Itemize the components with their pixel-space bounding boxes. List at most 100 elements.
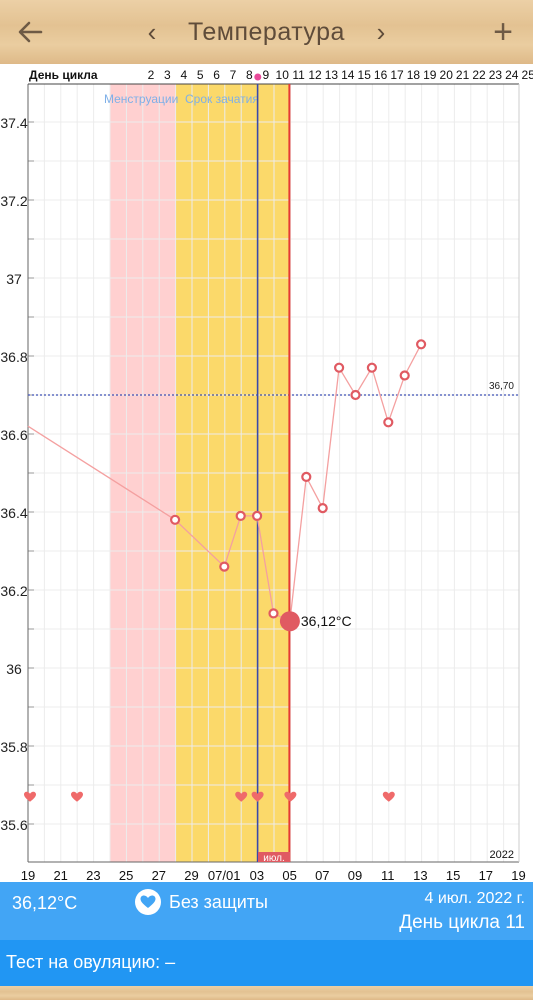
- cycle-day-number: 14: [341, 68, 355, 82]
- cycle-day-number: 9: [262, 68, 269, 82]
- cycle-day-number: 22: [472, 68, 486, 82]
- selected-cycle-day: День цикла 11: [399, 912, 525, 933]
- cycle-day-number: 25: [522, 68, 533, 82]
- y-tick-label: 35.6: [0, 817, 27, 833]
- x-date-label: 05: [282, 868, 296, 882]
- x-date-label: 07: [315, 868, 329, 882]
- x-date-label: 03: [250, 868, 264, 882]
- current-temperature-point[interactable]: [279, 611, 300, 632]
- plus-icon: +: [493, 12, 513, 51]
- y-tick-label: 37.2: [0, 193, 27, 209]
- temperature-point[interactable]: [383, 417, 394, 428]
- heart-marker-icon: [235, 791, 248, 802]
- arrow-left-icon: [18, 21, 43, 43]
- temperature-chart[interactable]: День цикла 2 3 4 5 6 7 8 9 10 11 12 13 14 15 16 17 18 19 20…: [0, 64, 533, 882]
- app-header: ‹ Температура › +: [0, 0, 533, 64]
- cycle-day-number: 23: [489, 68, 503, 82]
- heart-marker-icon: [71, 791, 83, 802]
- title-bar: ‹ Температура ›: [140, 10, 393, 54]
- temperature-point[interactable]: [399, 370, 410, 381]
- ovulation-test-label: Тест на овуляцию: –: [6, 952, 176, 972]
- x-date-label: 21: [53, 868, 67, 882]
- coverline-label: 36,70: [489, 381, 514, 392]
- cycle-day-number: 15: [358, 68, 372, 82]
- current-temperature-label: 36,12°C: [301, 613, 352, 629]
- temperature-point[interactable]: [301, 471, 312, 482]
- x-date-label: 11: [381, 868, 395, 882]
- cycle-day-number: 3: [164, 68, 171, 82]
- ovulation-test-bar[interactable]: Тест на овуляцию: –: [0, 940, 533, 986]
- bottom-strip: [0, 986, 533, 1000]
- x-date-label: 07/01: [208, 868, 241, 882]
- y-tick-label: 36.2: [0, 583, 27, 599]
- cycle-day-label: День цикла: [29, 68, 98, 82]
- y-tick-label: 36.4: [0, 505, 27, 521]
- x-date-label: 13: [413, 868, 427, 882]
- month-label: июл.: [263, 853, 284, 864]
- y-tick-label: 37.4: [0, 115, 27, 131]
- y-tick-label: 36.8: [0, 349, 27, 365]
- y-tick-label: 37: [6, 271, 22, 287]
- heart-marker-icon: [24, 791, 36, 802]
- x-date-label: 19: [511, 868, 525, 882]
- back-button[interactable]: [8, 10, 52, 54]
- x-date-label: 17: [479, 868, 493, 882]
- temperature-point[interactable]: [219, 561, 230, 572]
- cycle-day-number: 5: [197, 68, 204, 82]
- year-label: 2022: [490, 849, 514, 861]
- cycle-day-number: 12: [308, 68, 322, 82]
- temperature-point[interactable]: [268, 608, 279, 619]
- cycle-day-number: 7: [230, 68, 237, 82]
- cycle-day-number: 19: [423, 68, 437, 82]
- x-date-label: 15: [446, 868, 460, 882]
- x-date-label: 09: [348, 868, 362, 882]
- cycle-day-number: 21: [456, 68, 470, 82]
- cycle-day-number: 11: [292, 68, 305, 82]
- ovulation-marker-dot: [254, 73, 262, 81]
- temperature-point[interactable]: [350, 389, 361, 401]
- temperature-point[interactable]: [334, 362, 345, 373]
- cycle-day-number: 17: [390, 68, 404, 82]
- selected-date: 4 июл. 2022 г.: [424, 890, 525, 907]
- heart-marker-icon: [251, 791, 264, 802]
- add-button[interactable]: +: [481, 10, 525, 54]
- cycle-day-number: 24: [505, 68, 519, 82]
- cycle-day-number: 18: [407, 68, 421, 82]
- x-date-label: 19: [21, 868, 35, 882]
- prev-chart-button[interactable]: ‹: [147, 16, 157, 47]
- cycle-day-number: 6: [213, 68, 220, 82]
- temperature-point[interactable]: [366, 362, 377, 373]
- legend-menstruation: Менструации: [104, 92, 178, 106]
- y-tick-label: 36.6: [0, 427, 27, 443]
- heart-marker-icon: [382, 791, 395, 802]
- month-label-background: [258, 852, 290, 862]
- cycle-day-number: 16: [374, 68, 388, 82]
- info-bar[interactable]: 36,12°C Без защиты 4 июл. 2022 г. День ц…: [0, 882, 533, 940]
- selected-temperature: 36,12°C: [12, 893, 78, 913]
- legend-conception: Срок зачатия: [185, 92, 259, 106]
- temperature-chart-area[interactable]: День цикла 2 3 4 5 6 7 8 9 10 11 12 13 14 15 16 17 18 19 20…: [0, 64, 533, 882]
- temperature-point[interactable]: [416, 339, 427, 350]
- temperature-point[interactable]: [317, 503, 328, 514]
- heart-marker-icon: [284, 791, 297, 802]
- next-chart-button[interactable]: ›: [376, 16, 386, 47]
- cycle-day-number: 20: [440, 68, 454, 82]
- y-tick-label: 36: [6, 661, 22, 677]
- temperature-point[interactable]: [170, 514, 181, 525]
- x-date-label: 25: [119, 868, 133, 882]
- y-tick-label: 35.8: [0, 739, 27, 755]
- protection-status[interactable]: Без защиты: [135, 889, 268, 915]
- cycle-day-number: 13: [325, 68, 339, 82]
- temperature-point[interactable]: [235, 510, 246, 521]
- x-date-label: 27: [152, 868, 166, 882]
- cycle-day-number: 4: [180, 68, 187, 82]
- page-title: Температура: [188, 17, 345, 46]
- temperature-point[interactable]: [252, 510, 263, 521]
- x-date-label: 29: [184, 868, 198, 882]
- cycle-day-number: 8: [246, 68, 253, 82]
- cycle-day-number: 2: [148, 68, 155, 82]
- heart-icon: [135, 889, 161, 915]
- cycle-day-number: 10: [276, 68, 290, 82]
- protection-label: Без защиты: [169, 891, 268, 912]
- x-date-label: 23: [86, 868, 100, 882]
